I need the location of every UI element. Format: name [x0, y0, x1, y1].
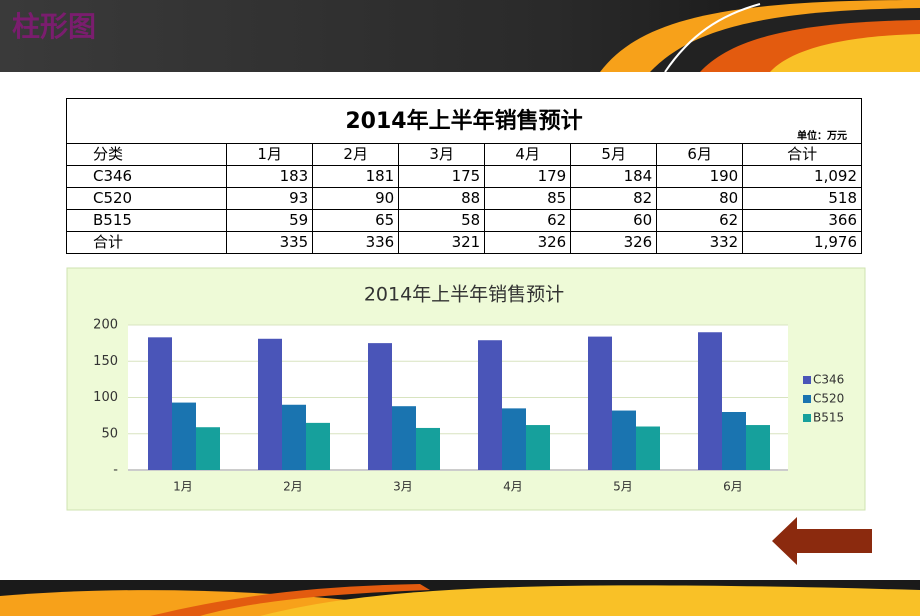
table-cell: 2月	[312, 143, 400, 166]
header-swirl	[664, 3, 761, 73]
table-cell: 332	[656, 231, 744, 254]
table-cell: 179	[484, 165, 572, 188]
bar	[698, 332, 722, 470]
table-row: B515 59 65 58 62 60 62 366	[65, 209, 862, 232]
table-cell: 184	[570, 165, 658, 188]
table-cell: 518	[742, 187, 862, 210]
table-cell: 5月	[570, 143, 658, 166]
footer-stripe	[150, 584, 430, 616]
footer-stripe	[260, 585, 920, 616]
bar	[588, 336, 612, 470]
x-tick-label: 3月	[393, 480, 413, 494]
table-cell: 90	[312, 187, 400, 210]
table-cell: 181	[312, 165, 400, 188]
table-row: C520 93 90 88 85 82 80 518	[65, 187, 862, 210]
y-tick-label: 100	[93, 390, 118, 405]
table-cell: 366	[742, 209, 862, 232]
chart-title: 2014年上半年销售预计	[364, 284, 564, 306]
table-cell: 335	[226, 231, 314, 254]
table-cell: 88	[398, 187, 486, 210]
table-cell: 合计	[65, 231, 228, 254]
legend-label: C346	[813, 373, 844, 387]
legend-swatch	[803, 376, 811, 384]
table-row: 分类 1月 2月 3月 4月 5月 6月 合计	[65, 143, 862, 166]
header-title: 柱形图	[12, 10, 96, 43]
bar	[258, 338, 282, 470]
bar	[478, 340, 502, 470]
table-cell: 321	[398, 231, 486, 254]
table-cell: 85	[484, 187, 572, 210]
table-cell: 82	[570, 187, 658, 210]
bar	[368, 343, 392, 470]
y-tick-label: 200	[93, 318, 118, 333]
table-cell: 分类	[65, 143, 228, 166]
bar	[306, 422, 330, 470]
table-cell: 336	[312, 231, 400, 254]
table-cell: 3月	[398, 143, 486, 166]
table-cell: B515	[65, 209, 228, 232]
bar	[502, 408, 526, 470]
legend-label: C520	[813, 392, 844, 406]
bar	[148, 337, 172, 470]
x-tick-label: 1月	[173, 480, 193, 494]
table-cell: 65	[312, 209, 400, 232]
sales-table: 2014年上半年销售预计 单位：万元 分类 1月 2月 3月 4月 5月 6月 合计 C346 18…	[65, 98, 862, 254]
bar	[636, 426, 660, 470]
table-cell: 62	[484, 209, 572, 232]
back-arrow[interactable]	[772, 517, 872, 565]
bar	[282, 404, 306, 470]
header-swirl	[770, 34, 920, 72]
table-cell: 1,976	[742, 231, 862, 254]
bar	[416, 427, 440, 470]
table-row: C346 183 181 175 179 184 190 1,092	[65, 165, 862, 188]
legend-swatch	[803, 395, 811, 403]
table-cell: 60	[570, 209, 658, 232]
y-tick-label: -	[113, 463, 118, 478]
bar	[722, 412, 746, 470]
table-cell: 1,092	[742, 165, 862, 188]
table-cell: C346	[65, 165, 228, 188]
table-cell: 4月	[484, 143, 572, 166]
table-cell: 58	[398, 209, 486, 232]
table-cell: 93	[226, 187, 314, 210]
table-cell: C520	[65, 187, 228, 210]
table-row: 合计 335 336 321 326 326 332 1,976	[65, 231, 862, 254]
x-tick-label: 6月	[723, 480, 743, 494]
table-cell: 326	[570, 231, 658, 254]
table-cell: 6月	[656, 143, 744, 166]
table-cell: 1月	[226, 143, 314, 166]
bar	[172, 402, 196, 470]
table-cell: 59	[226, 209, 314, 232]
table-title: 2014年上半年销售预计	[345, 108, 583, 134]
legend-label: B515	[813, 411, 844, 425]
x-tick-label: 2月	[283, 480, 303, 494]
table-title-cell: 2014年上半年销售预计单位：万元	[66, 98, 862, 144]
x-tick-label: 5月	[613, 480, 633, 494]
bar	[746, 425, 770, 470]
table-cell: 175	[398, 165, 486, 188]
y-tick-label: 50	[101, 426, 118, 441]
table-unit: 单位：万元	[797, 131, 847, 142]
table-cell: 合计	[742, 143, 862, 166]
table-cell: 190	[656, 165, 744, 188]
bar	[196, 427, 220, 470]
table-cell: 326	[484, 231, 572, 254]
table-cell: 183	[226, 165, 314, 188]
legend-swatch	[803, 414, 811, 422]
table-cell: 80	[656, 187, 744, 210]
bar	[612, 410, 636, 470]
table-cell: 62	[656, 209, 744, 232]
bar	[392, 406, 416, 470]
y-tick-label: 150	[93, 354, 118, 369]
x-tick-label: 4月	[503, 480, 523, 494]
bar	[526, 425, 550, 470]
